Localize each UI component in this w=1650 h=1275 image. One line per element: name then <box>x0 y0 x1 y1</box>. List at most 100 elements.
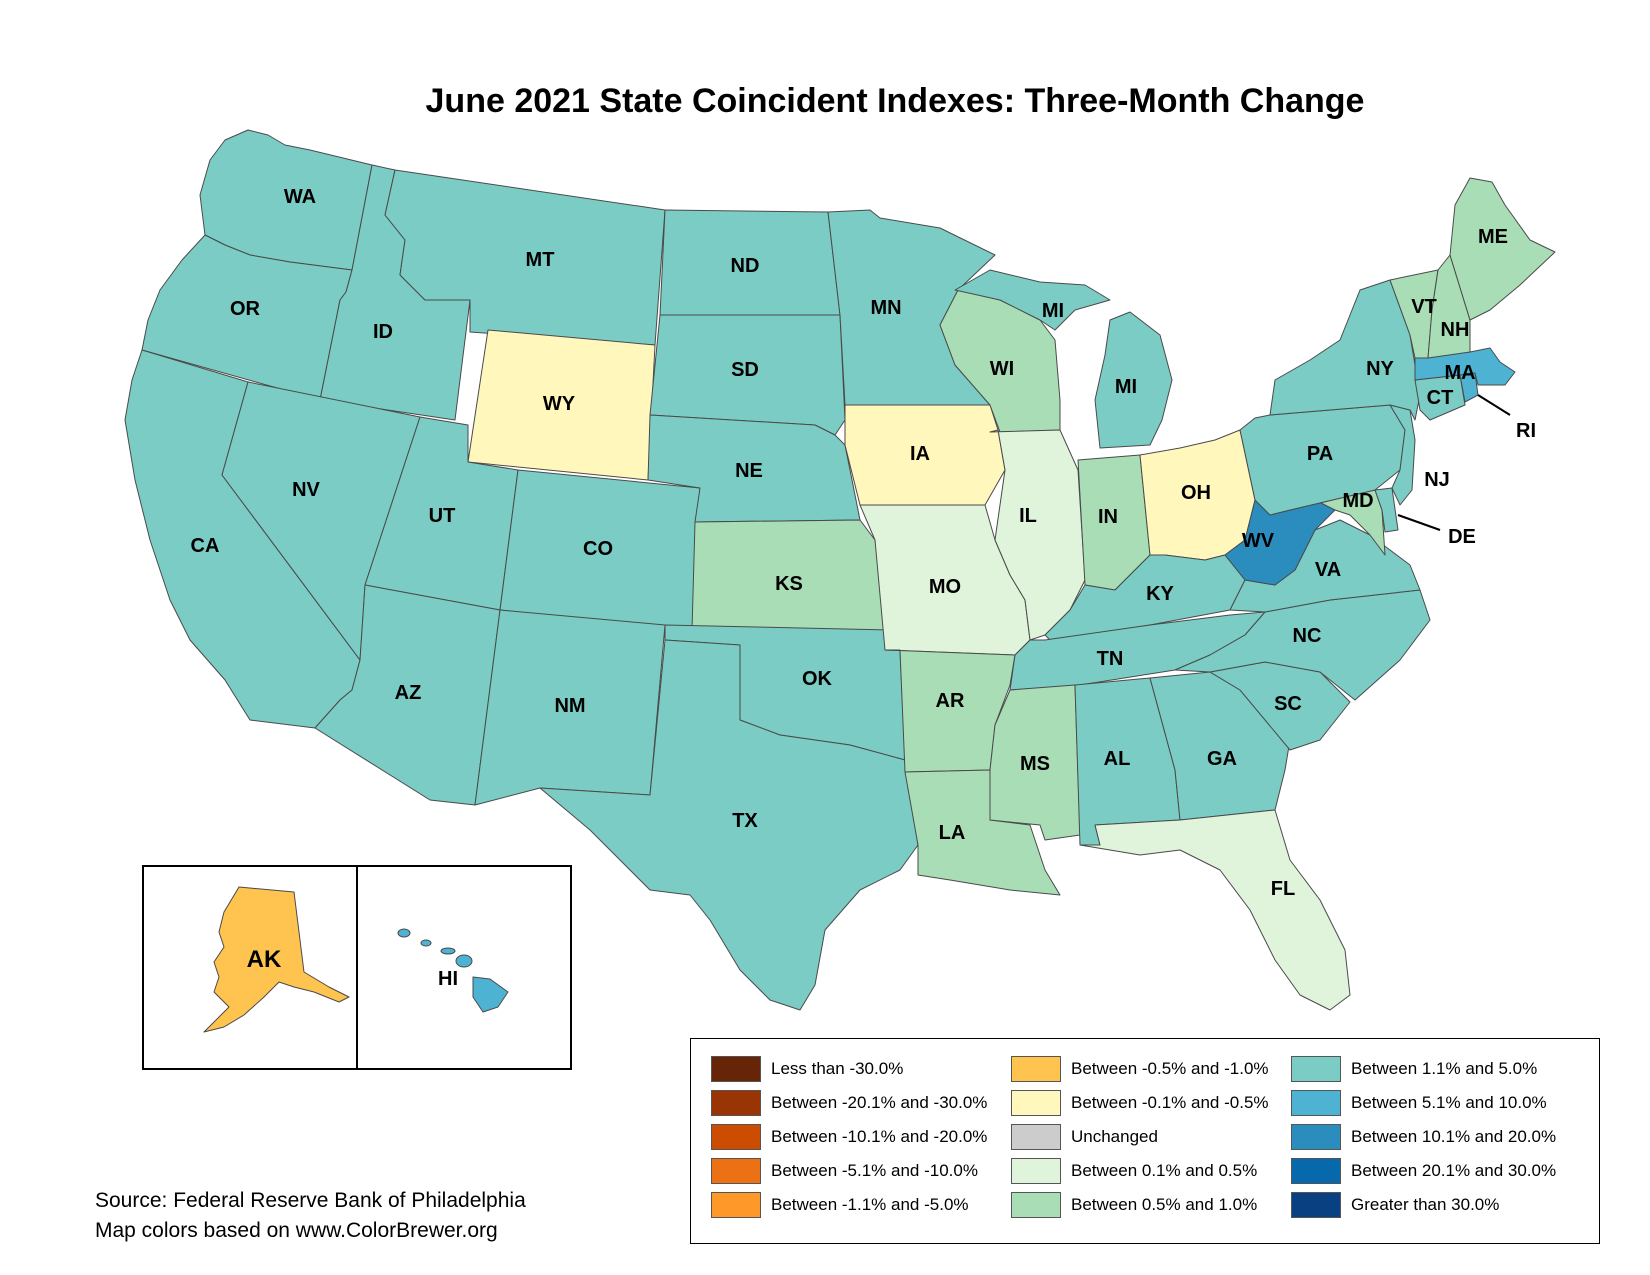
legend-item: Less than -30.0% <box>711 1055 903 1083</box>
label-pa: PA <box>1307 443 1333 465</box>
state-hi-big-island[interactable] <box>472 976 509 1013</box>
label-az: AZ <box>395 682 422 704</box>
state-mi[interactable] <box>1094 311 1173 449</box>
label-sd: SD <box>731 359 759 381</box>
legend-swatch <box>711 1124 761 1150</box>
label-ms: MS <box>1020 753 1050 775</box>
legend-label: Between -0.1% and -0.5% <box>1071 1093 1269 1112</box>
label-id: ID <box>373 321 393 343</box>
state-hi-oahu[interactable] <box>420 939 432 947</box>
label-nd: ND <box>731 255 760 277</box>
label-ne: NE <box>735 460 763 482</box>
label-al: AL <box>1104 748 1131 770</box>
legend-item: Between -5.1% and -10.0% <box>711 1157 978 1185</box>
label-fl: FL <box>1271 878 1295 900</box>
state-mt[interactable] <box>384 169 666 346</box>
state-hi-molokai[interactable] <box>440 947 456 955</box>
label-me: ME <box>1478 226 1508 248</box>
legend-label: Between 1.1% and 5.0% <box>1351 1059 1538 1078</box>
state-ak[interactable] <box>203 886 350 1033</box>
label-sc: SC <box>1274 693 1302 715</box>
label-nj: NJ <box>1424 469 1450 491</box>
label-ny: NY <box>1366 358 1394 380</box>
label-ga: GA <box>1207 748 1237 770</box>
label-ak: AK <box>247 946 282 973</box>
label-nh: NH <box>1441 319 1470 341</box>
state-de[interactable] <box>1374 487 1399 533</box>
legend-item: Unchanged <box>1011 1123 1158 1151</box>
label-hi: HI <box>438 968 458 990</box>
label-la: LA <box>939 822 966 844</box>
legend-item: Between -0.5% and -1.0% <box>1011 1055 1269 1083</box>
label-ca: CA <box>191 535 220 557</box>
label-wy: WY <box>543 393 576 415</box>
hawaii-inset: HI <box>356 865 572 1070</box>
legend-item: Between 1.1% and 5.0% <box>1291 1055 1537 1083</box>
label-or: OR <box>230 298 261 320</box>
label-mn: MN <box>870 297 901 319</box>
legend-item: Between 0.5% and 1.0% <box>1011 1191 1257 1219</box>
legend-item: Between 10.1% and 20.0% <box>1291 1123 1556 1151</box>
legend-swatch <box>711 1056 761 1082</box>
state-tx[interactable] <box>539 639 919 1011</box>
legend-label: Less than -30.0% <box>771 1059 904 1078</box>
alaska-inset: AK <box>142 865 358 1070</box>
legend-label: Between -5.1% and -10.0% <box>771 1161 978 1180</box>
legend-label: Unchanged <box>1071 1127 1158 1146</box>
state-me[interactable] <box>1449 177 1556 321</box>
state-hi-kauai[interactable] <box>397 928 411 938</box>
legend: Less than -30.0% Between -20.1% and -30.0… <box>690 1038 1600 1244</box>
legend-label: Greater than 30.0% <box>1351 1195 1500 1214</box>
state-labels: WA OR CA ID NV MT WY UT CO AZ NM ND SD N… <box>191 186 1536 900</box>
label-ks: KS <box>775 573 803 595</box>
state-hi-maui[interactable] <box>455 954 473 968</box>
label-nv: NV <box>292 479 320 501</box>
label-md: MD <box>1342 490 1373 512</box>
legend-item: Between 20.1% and 30.0% <box>1291 1157 1556 1185</box>
label-wv: WV <box>1242 530 1275 552</box>
state-mi-upper[interactable] <box>954 269 1111 331</box>
label-il: IL <box>1019 505 1037 527</box>
label-va: VA <box>1315 559 1341 581</box>
legend-swatch <box>711 1090 761 1116</box>
legend-swatch <box>1011 1056 1061 1082</box>
legend-item: Between 0.1% and 0.5% <box>1011 1157 1257 1185</box>
label-ky: KY <box>1146 583 1174 605</box>
label-wa: WA <box>284 186 316 208</box>
label-mi-upper: MI <box>1042 300 1064 322</box>
label-mo: MO <box>929 576 961 598</box>
legend-swatch <box>1291 1124 1341 1150</box>
legend-swatch <box>1291 1192 1341 1218</box>
legend-swatch <box>1291 1158 1341 1184</box>
legend-label: Between 10.1% and 20.0% <box>1351 1127 1557 1146</box>
label-co: CO <box>583 538 613 560</box>
legend-item: Between -10.1% and -20.0% <box>711 1123 987 1151</box>
label-ri: RI <box>1516 420 1536 442</box>
legend-swatch <box>711 1192 761 1218</box>
hawaii-map: HI <box>397 928 509 1013</box>
legend-label: Between 20.1% and 30.0% <box>1351 1161 1557 1180</box>
state-ma[interactable] <box>1414 347 1516 386</box>
source-line-1: Source: Federal Reserve Bank of Philadel… <box>95 1189 526 1212</box>
state-nj[interactable] <box>1389 404 1416 506</box>
label-mt: MT <box>526 249 555 271</box>
legend-swatch <box>711 1158 761 1184</box>
legend-swatch <box>1291 1056 1341 1082</box>
label-de: DE <box>1448 526 1476 548</box>
legend-swatch <box>1011 1158 1061 1184</box>
label-ma: MA <box>1444 362 1475 384</box>
label-mi: MI <box>1115 376 1137 398</box>
legend-swatch <box>1011 1090 1061 1116</box>
legend-item: Between -1.1% and -5.0% <box>711 1191 969 1219</box>
legend-label: Between 5.1% and 10.0% <box>1351 1093 1547 1112</box>
label-ut: UT <box>429 505 456 527</box>
legend-swatch <box>1011 1192 1061 1218</box>
legend-swatch <box>1011 1124 1061 1150</box>
label-in: IN <box>1098 506 1118 528</box>
label-vt: VT <box>1411 296 1437 318</box>
label-nc: NC <box>1293 625 1322 647</box>
state-fl[interactable] <box>1079 809 1351 1011</box>
legend-swatch <box>1291 1090 1341 1116</box>
label-ok: OK <box>802 668 833 690</box>
